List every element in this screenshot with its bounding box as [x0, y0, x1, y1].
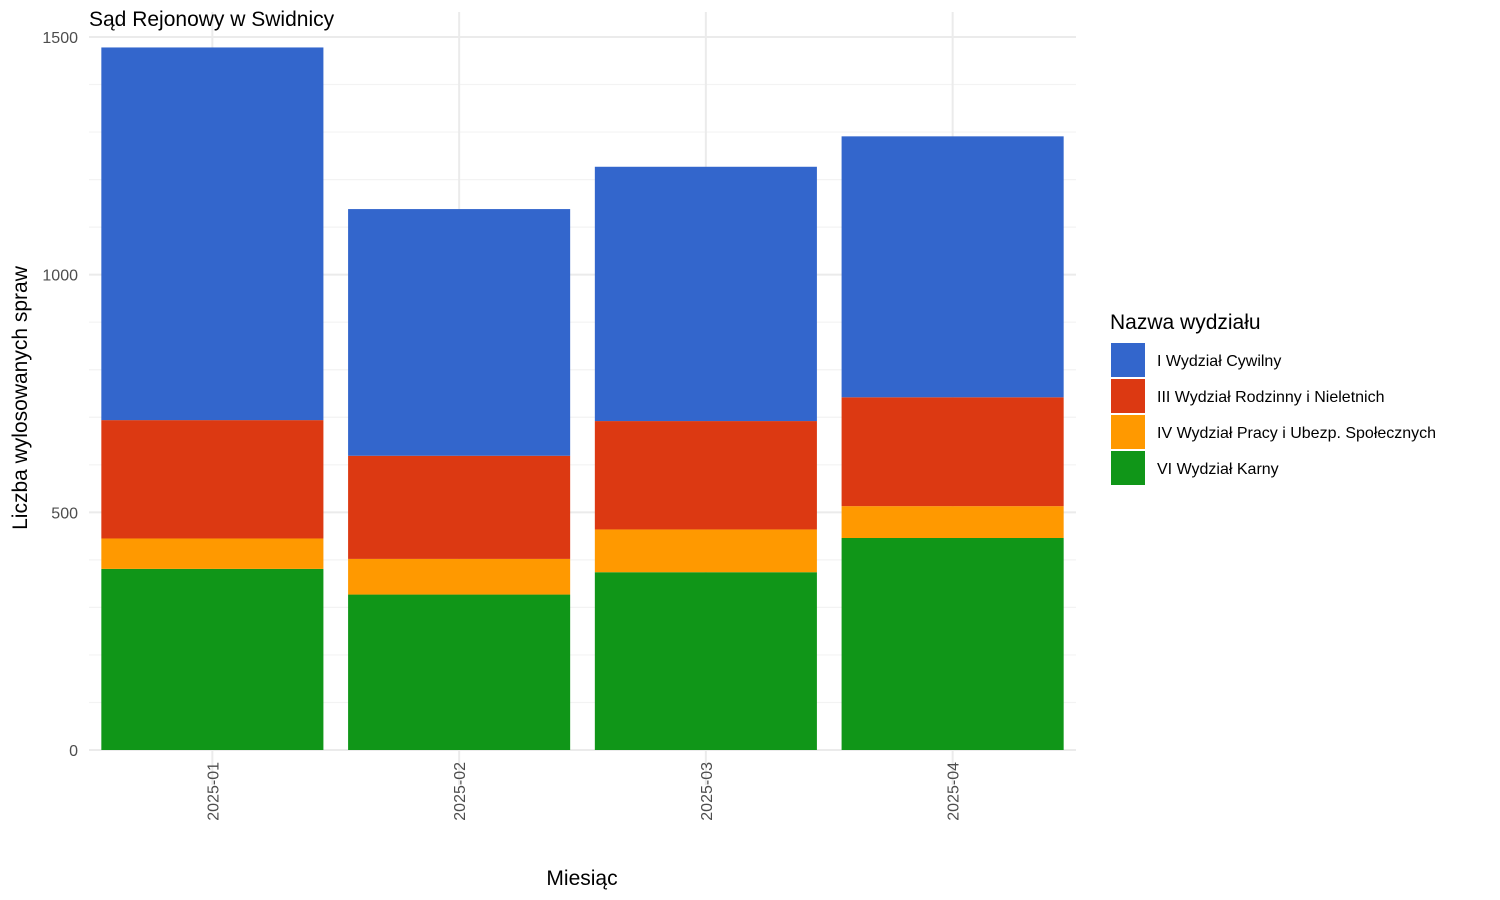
- bar-segment: [841, 506, 1064, 539]
- y-tick-label: 0: [69, 743, 78, 760]
- bar-segment: [348, 594, 571, 750]
- x-axis-title: Miesiąc: [546, 867, 617, 890]
- legend-label: VI Wydział Karny: [1157, 461, 1279, 478]
- x-tick-label: 2025-02: [452, 762, 469, 821]
- bar-segment: [101, 538, 324, 569]
- chart-title: Sąd Rejonowy w Swidnicy: [89, 8, 335, 31]
- bar-segment: [101, 47, 324, 421]
- bar-segment: [594, 529, 817, 573]
- y-tick-label: 1000: [42, 268, 78, 285]
- x-tick-label: 2025-04: [946, 762, 963, 821]
- legend-swatch: [1111, 379, 1145, 413]
- bar-segment: [348, 209, 571, 456]
- legend-swatch: [1111, 343, 1145, 377]
- x-axis-ticks: 2025-01 2025-02 2025-03 2025-04: [205, 762, 962, 821]
- legend-title: Nazwa wydziału: [1110, 311, 1261, 334]
- bar-segment: [841, 397, 1064, 507]
- bar-segment: [594, 572, 817, 750]
- y-tick-label: 500: [51, 505, 78, 522]
- legend: Nazwa wydziału I Wydział Cywilny III Wydz…: [1110, 311, 1436, 485]
- legend-label: IV Wydział Pracy i Ubezp. Społecznych: [1157, 425, 1436, 442]
- bar-segment: [101, 420, 324, 539]
- y-axis-title: Liczba wylosowanych spraw: [9, 265, 32, 530]
- y-axis-ticks: 0 500 1000 1500: [42, 30, 78, 760]
- bar-segment: [594, 421, 817, 530]
- legend-swatch: [1111, 415, 1145, 449]
- y-tick-label: 1500: [42, 30, 78, 47]
- bars: [101, 47, 1064, 750]
- bar-segment: [101, 568, 324, 750]
- bar-segment: [841, 136, 1064, 398]
- bar-segment: [594, 166, 817, 422]
- legend-label: III Wydział Rodzinny i Nieletnich: [1157, 389, 1385, 406]
- x-tick-label: 2025-01: [205, 762, 222, 821]
- x-tick-label: 2025-03: [699, 762, 716, 821]
- bar-segment: [348, 455, 571, 559]
- bar-segment: [348, 558, 571, 595]
- legend-swatch: [1111, 451, 1145, 485]
- legend-label: I Wydział Cywilny: [1157, 353, 1281, 370]
- bar-segment: [841, 538, 1064, 750]
